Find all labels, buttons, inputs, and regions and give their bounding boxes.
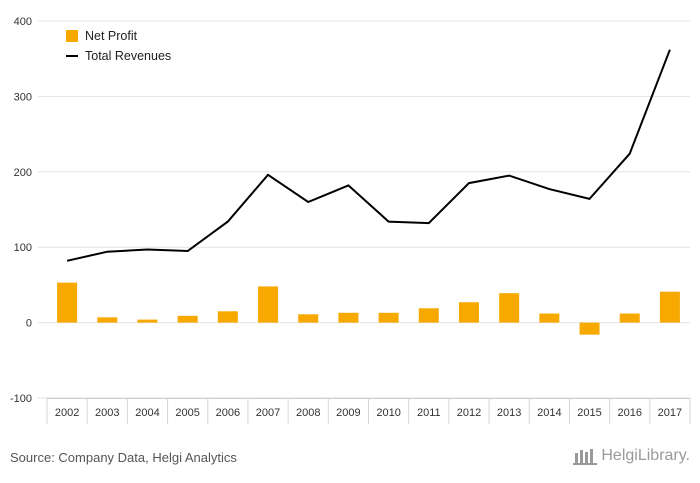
y-tick-label: 400 <box>14 16 32 28</box>
bar-net-profit-2005 <box>177 315 198 323</box>
x-tick-label-2002: 2002 <box>55 407 79 419</box>
y-tick-label: 0 <box>26 318 32 330</box>
x-tick-label-2011: 2011 <box>417 407 441 419</box>
x-tick-label-2009: 2009 <box>336 407 360 419</box>
x-tick-label-2015: 2015 <box>577 407 601 419</box>
bar-net-profit-2002 <box>57 282 78 323</box>
bar-net-profit-2017 <box>659 291 680 323</box>
x-tick-label-2004: 2004 <box>135 407 159 419</box>
bar-net-profit-2006 <box>217 311 238 323</box>
bar-net-profit-2007 <box>258 286 279 323</box>
net-profit-bars <box>57 282 680 335</box>
legend-label-total-revenues: Total Revenues <box>85 49 171 63</box>
legend-label-net-profit: Net Profit <box>85 29 138 43</box>
bar-net-profit-2014 <box>539 313 560 323</box>
x-tick-label-2003: 2003 <box>95 407 119 419</box>
y-tick-label: 300 <box>14 91 32 103</box>
bar-net-profit-2012 <box>458 302 479 323</box>
library-icon <box>573 449 598 465</box>
y-axis-ticks: -100 0 100 200 300 400 <box>10 16 32 405</box>
x-tick-label-2012: 2012 <box>457 407 481 419</box>
bar-net-profit-2009 <box>338 312 359 323</box>
bar-net-profit-2008 <box>298 314 319 323</box>
bar-net-profit-2010 <box>378 312 399 323</box>
y-tick-label: 100 <box>14 242 32 254</box>
bar-net-profit-2003 <box>97 317 118 323</box>
x-tick-label-2008: 2008 <box>296 407 320 419</box>
x-tick-label-2017: 2017 <box>658 407 682 419</box>
x-tick-label-2016: 2016 <box>617 407 641 419</box>
x-tick-label-2007: 2007 <box>256 407 280 419</box>
x-tick-label-2014: 2014 <box>537 407 561 419</box>
bar-net-profit-2011 <box>418 308 439 323</box>
x-axis: 2002 2003 2004 2005 2006 2007 2008 2009 2010 2011… <box>46 398 691 424</box>
grid-lines <box>38 20 690 399</box>
legend: Net Profit Total Revenues <box>66 29 171 63</box>
x-tick-label-2005: 2005 <box>175 407 199 419</box>
x-tick-label-2006: 2006 <box>216 407 240 419</box>
brand-logo: HelgiLibrary. <box>573 447 690 465</box>
bar-net-profit-2013 <box>499 293 520 323</box>
bar-net-profit-2004 <box>137 319 158 323</box>
legend-swatch-net-profit <box>66 30 78 42</box>
source-note: Source: Company Data, Helgi Analytics <box>10 450 237 465</box>
brand-text: HelgiLibrary. <box>601 447 690 464</box>
y-tick-label: 200 <box>14 167 32 179</box>
bar-net-profit-2015 <box>579 322 600 335</box>
y-tick-label: -100 <box>10 393 32 405</box>
x-tick-label-2013: 2013 <box>497 407 521 419</box>
total-revenues-line <box>66 49 671 262</box>
bar-net-profit-2016 <box>619 313 640 323</box>
x-tick-label-2010: 2010 <box>376 407 400 419</box>
